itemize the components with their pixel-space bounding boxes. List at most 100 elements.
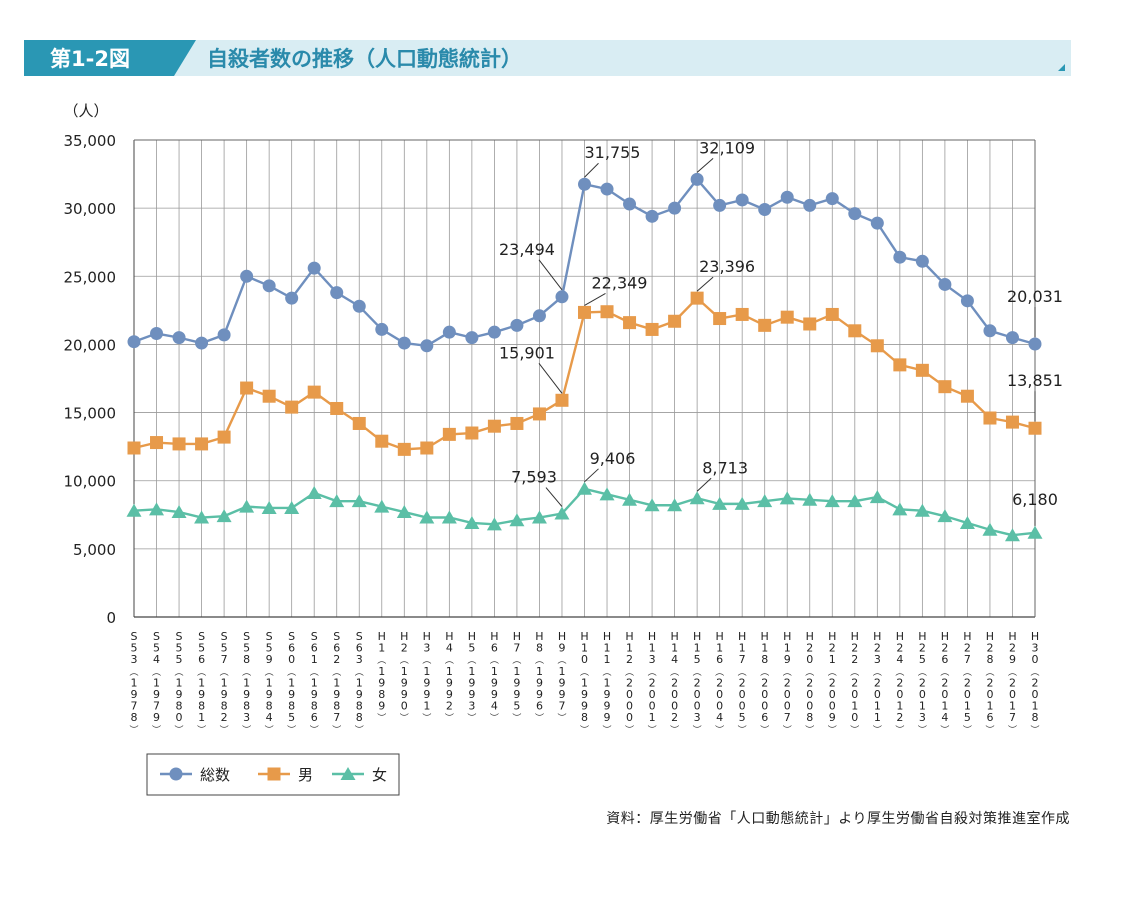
data-point-square [375, 434, 389, 448]
data-point-circle [510, 318, 524, 332]
data-point-circle [983, 324, 997, 338]
data-point-circle [330, 286, 344, 300]
data-point-circle [1005, 331, 1019, 345]
data-point-square [195, 437, 209, 451]
data-point-circle [172, 331, 186, 345]
annotation-label: 13,851 [1007, 371, 1063, 390]
annotation-label: 22,349 [592, 273, 648, 292]
data-point-circle [960, 294, 974, 308]
x-tick-label: H 1 2 ︵ 2 0 0 0 ︶ [625, 630, 634, 736]
x-tick-label: H 2 7 ︵ 2 0 1 5 ︶ [963, 630, 972, 736]
data-point-circle [127, 335, 141, 349]
x-tick-label: S 6 0 ︵ 1 9 8 5 ︶ [287, 630, 296, 736]
data-point-circle [623, 197, 637, 211]
data-point-circle [780, 190, 794, 204]
data-point-triangle [284, 500, 300, 514]
legend-label: 男 [298, 766, 313, 784]
data-point-circle [217, 328, 231, 342]
data-point-circle [938, 277, 952, 291]
annotation-leader [538, 259, 563, 291]
data-point-triangle [396, 505, 412, 519]
data-point-square [1028, 421, 1042, 435]
data-point-square [870, 339, 884, 353]
x-tick-label: H 8 ︵ 1 9 9 6 ︶ [535, 630, 544, 724]
data-point-circle [420, 339, 434, 353]
data-point-square [600, 305, 614, 319]
data-point-square [352, 416, 366, 430]
data-point-triangle [869, 490, 885, 504]
data-point-triangle [689, 491, 705, 505]
y-tick-label: 25,000 [64, 268, 117, 286]
x-tick-label: H 2 0 ︵ 2 0 0 8 ︶ [805, 630, 814, 736]
data-point-triangle [824, 494, 840, 508]
data-point-circle [713, 198, 727, 212]
data-point-square [735, 307, 749, 321]
annotation-leader [696, 158, 714, 173]
data-point-triangle [937, 509, 953, 523]
x-tick-label: H 1 ︵ 1 9 8 9 ︶ [377, 630, 386, 724]
data-point-circle [240, 269, 254, 283]
data-point-square [487, 419, 501, 433]
data-point-triangle [340, 767, 356, 780]
data-point-circle [848, 207, 862, 221]
data-point-circle [487, 325, 501, 339]
annotation-leader [584, 292, 606, 306]
y-tick-label: 0 [106, 609, 116, 627]
annotation-label: 32,109 [699, 138, 755, 157]
data-point-circle [195, 336, 209, 350]
x-tick-label: H 1 8 ︵ 2 0 0 6 ︶ [760, 630, 769, 736]
x-tick-label: H 2 1 ︵ 2 0 0 9 ︶ [828, 630, 837, 736]
data-point-square [217, 430, 231, 444]
x-tick-label: H 2 2 ︵ 2 0 1 0 ︶ [850, 630, 859, 736]
x-tick-label: H 1 0 ︵ 1 9 9 8 ︶ [580, 630, 589, 736]
data-point-triangle [351, 494, 367, 508]
x-tick-label: H 1 3 ︵ 2 0 0 1 ︶ [648, 630, 657, 736]
x-tick-label: S 5 8 ︵ 1 9 8 3 ︶ [242, 630, 251, 736]
data-point-square [267, 767, 281, 781]
data-point-triangle [239, 499, 255, 513]
data-point-triangle [622, 492, 638, 506]
data-point-square [240, 381, 254, 395]
data-point-triangle [486, 517, 502, 531]
x-tick-label: H 2 3 ︵ 2 0 1 1 ︶ [873, 630, 882, 736]
data-point-triangle [216, 509, 232, 523]
figure-header: 第1-2図 自殺者数の推移（人口動態統計） [24, 40, 1071, 76]
data-point-circle [150, 327, 164, 341]
x-tick-label: H 1 1 ︵ 1 9 9 9 ︶ [603, 630, 612, 736]
data-point-square [915, 363, 929, 377]
x-tick-label: S 5 9 ︵ 1 9 8 4 ︶ [265, 630, 274, 736]
data-point-triangle [419, 510, 435, 524]
data-point-triangle [982, 522, 998, 536]
x-tick-label: H 1 4 ︵ 2 0 0 2 ︶ [670, 630, 679, 736]
data-point-triangle [779, 491, 795, 505]
annotation-leader [584, 162, 599, 178]
data-point-triangle [847, 494, 863, 508]
x-tick-label: H 1 9 ︵ 2 0 0 7 ︶ [783, 630, 792, 736]
data-point-circle [803, 198, 817, 212]
data-point-square [758, 318, 772, 332]
x-tick-label: H 1 5 ︵ 2 0 0 3 ︶ [693, 630, 702, 736]
data-point-triangle [1004, 528, 1020, 542]
data-point-circle [465, 331, 479, 345]
data-point-square [578, 305, 591, 319]
x-tick-label: S 5 4 ︵ 1 9 7 9 ︶ [152, 630, 161, 736]
y-tick-label: 10,000 [64, 473, 117, 491]
data-point-square [532, 407, 546, 421]
annotation-label: 23,494 [499, 240, 555, 259]
data-point-triangle [374, 499, 390, 513]
data-point-triangle [959, 515, 975, 529]
x-tick-label: H 9 ︵ 1 9 9 7 ︶ [557, 630, 566, 724]
data-point-triangle [194, 510, 210, 524]
x-tick-label: H 5 ︵ 1 9 9 3 ︶ [467, 630, 476, 724]
figure-number-tab [24, 40, 196, 76]
y-axis-label: （人） [63, 102, 108, 120]
x-tick-label: H 2 6 ︵ 2 0 1 4 ︶ [940, 630, 949, 736]
data-point-circle [690, 172, 704, 186]
data-point-triangle [329, 494, 345, 508]
data-point-triangle [171, 505, 187, 519]
x-tick-label: S 5 5 ︵ 1 9 8 0 ︶ [175, 630, 184, 736]
data-point-square [848, 324, 862, 338]
data-point-triangle [667, 498, 683, 512]
annotation-label: 6,180 [1012, 490, 1058, 509]
data-point-circle [555, 290, 569, 304]
